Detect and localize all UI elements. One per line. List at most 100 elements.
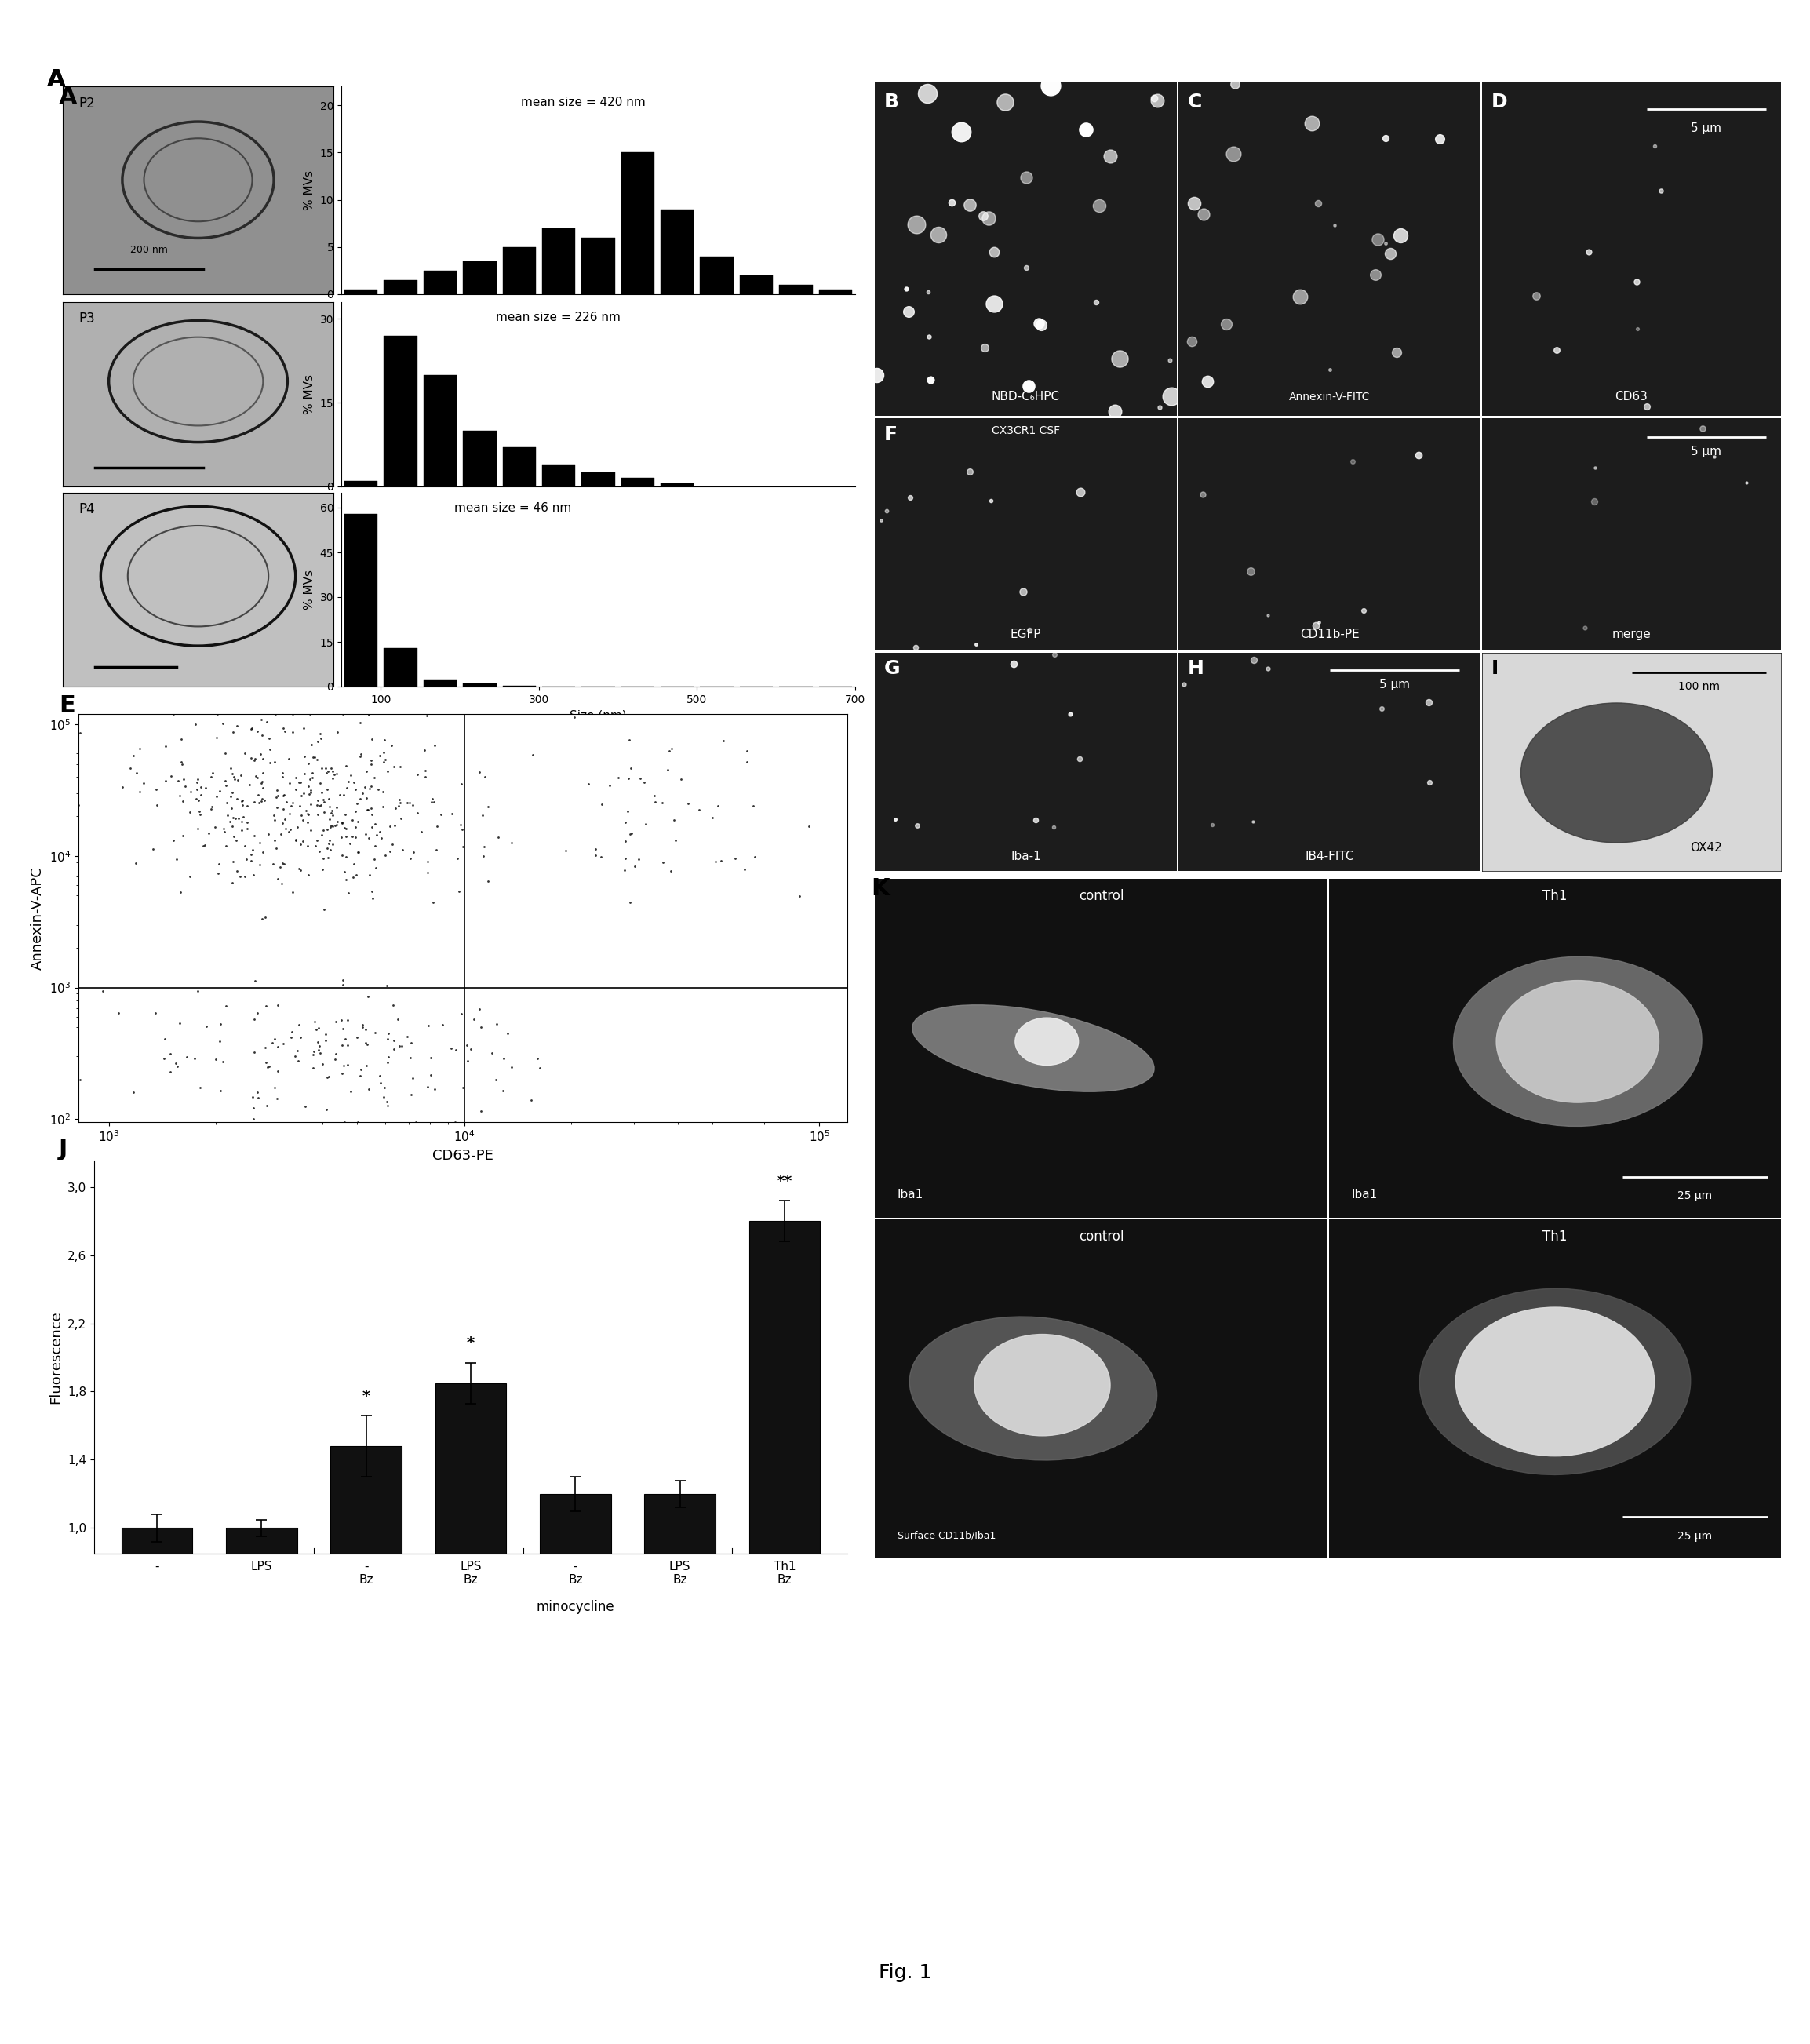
Text: 5 μm: 5 μm bbox=[1691, 446, 1721, 458]
Point bbox=[320, 1006, 349, 1038]
Point bbox=[284, 1008, 313, 1040]
Point bbox=[331, 799, 360, 832]
Point bbox=[351, 754, 380, 787]
Point bbox=[152, 764, 181, 797]
Point bbox=[320, 1042, 349, 1075]
Point bbox=[308, 752, 337, 785]
Point bbox=[243, 760, 272, 793]
Y-axis label: % MVs: % MVs bbox=[304, 170, 315, 211]
Point bbox=[360, 830, 389, 863]
Text: merge: merge bbox=[1613, 630, 1651, 640]
Point bbox=[170, 771, 199, 803]
Text: **: ** bbox=[776, 1173, 793, 1188]
Point bbox=[740, 840, 769, 873]
Point bbox=[333, 1049, 362, 1081]
Point bbox=[331, 811, 360, 844]
Bar bbox=[700, 255, 733, 294]
Point bbox=[308, 818, 337, 850]
Text: LPS
Bz: LPS Bz bbox=[460, 1560, 481, 1586]
Point bbox=[386, 801, 414, 834]
Point bbox=[255, 1051, 284, 1083]
Point bbox=[261, 781, 290, 814]
Point bbox=[346, 783, 375, 816]
Point bbox=[340, 848, 369, 881]
Point bbox=[233, 811, 262, 844]
Point bbox=[467, 1010, 496, 1042]
Point bbox=[348, 777, 376, 809]
Point bbox=[181, 707, 210, 740]
Point bbox=[268, 711, 297, 744]
Point bbox=[259, 846, 288, 879]
Point bbox=[272, 715, 300, 748]
Point bbox=[311, 1094, 340, 1126]
Point bbox=[261, 803, 290, 836]
Point bbox=[194, 818, 223, 850]
Point bbox=[494, 1018, 523, 1051]
Point bbox=[163, 1051, 192, 1083]
Point bbox=[357, 744, 386, 777]
Point bbox=[241, 820, 270, 852]
Point bbox=[302, 742, 331, 775]
Ellipse shape bbox=[912, 1006, 1155, 1091]
Point bbox=[293, 748, 322, 781]
Text: NBD-C₆HPC: NBD-C₆HPC bbox=[992, 390, 1061, 403]
Point bbox=[581, 832, 610, 865]
Point bbox=[413, 1010, 442, 1042]
Point bbox=[402, 1106, 431, 1139]
Point bbox=[311, 1024, 340, 1057]
Point bbox=[190, 771, 219, 803]
Point bbox=[344, 836, 373, 869]
Point bbox=[317, 809, 346, 842]
Point bbox=[489, 1042, 518, 1075]
Point bbox=[262, 791, 291, 824]
Point bbox=[615, 724, 644, 756]
Ellipse shape bbox=[1419, 1288, 1691, 1474]
Point bbox=[226, 758, 255, 791]
Point bbox=[456, 1032, 485, 1065]
Point bbox=[333, 764, 362, 797]
Point bbox=[581, 838, 610, 871]
Point bbox=[411, 734, 440, 766]
Text: G: G bbox=[883, 660, 900, 679]
Point bbox=[203, 697, 232, 730]
Point bbox=[239, 1091, 268, 1124]
Point bbox=[286, 828, 315, 861]
Point bbox=[89, 975, 118, 1008]
Point bbox=[304, 785, 333, 818]
Bar bbox=[463, 431, 496, 486]
Point bbox=[273, 742, 302, 775]
Point bbox=[205, 848, 233, 881]
Text: -: - bbox=[156, 1560, 159, 1572]
Point bbox=[183, 975, 212, 1008]
Point bbox=[299, 1051, 328, 1083]
Point bbox=[425, 799, 454, 832]
Point bbox=[481, 1063, 510, 1096]
Point bbox=[360, 807, 389, 840]
Point bbox=[185, 795, 214, 828]
Point bbox=[373, 969, 402, 1002]
Point bbox=[299, 740, 328, 773]
Point bbox=[295, 697, 324, 730]
Point bbox=[306, 722, 335, 754]
Point bbox=[206, 1024, 235, 1057]
Point bbox=[163, 764, 192, 797]
Point bbox=[299, 1038, 328, 1071]
Point bbox=[420, 785, 449, 818]
Point bbox=[272, 811, 300, 844]
Point bbox=[369, 791, 398, 824]
Bar bbox=[121, 1529, 192, 1699]
Y-axis label: % MVs: % MVs bbox=[304, 570, 315, 609]
Point bbox=[319, 828, 348, 861]
Point bbox=[331, 750, 360, 783]
Bar bbox=[226, 1529, 297, 1699]
Point bbox=[322, 715, 351, 748]
Point bbox=[65, 1063, 94, 1096]
Point bbox=[447, 997, 476, 1030]
Point bbox=[205, 856, 233, 889]
Point bbox=[387, 834, 416, 867]
Point bbox=[183, 773, 212, 805]
Text: I: I bbox=[1491, 660, 1499, 679]
Point bbox=[203, 781, 232, 814]
Point bbox=[313, 832, 342, 865]
Point bbox=[244, 826, 273, 858]
